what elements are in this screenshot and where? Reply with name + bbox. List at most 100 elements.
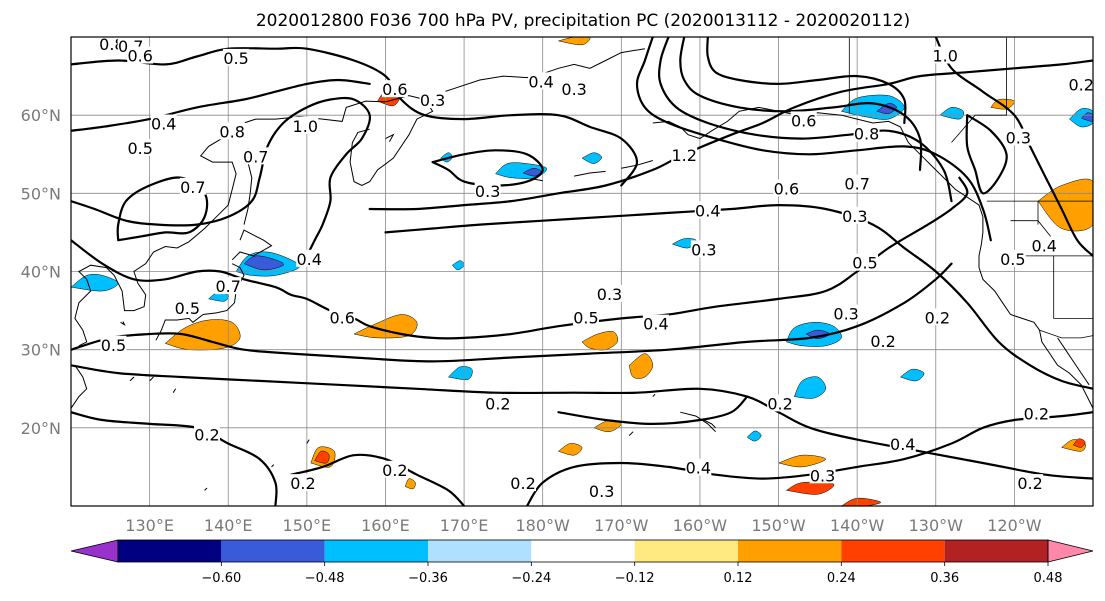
contour-label: 0.5: [1000, 250, 1025, 269]
colorbar-extend-high: [1047, 539, 1094, 563]
map-area: 0.8 0.7 0.6 0.5 0.4 0.5 0.8 1.0 0.7 0.7 0.4 0.7 0.5 0…: [71, 37, 1093, 506]
contour-label-background: [329, 308, 356, 326]
contour-label-background: [833, 304, 860, 322]
contour-label-background: [685, 458, 712, 476]
pv-contour-line: [679, 37, 923, 171]
island-outline: [703, 419, 716, 429]
island-outline: [204, 487, 208, 491]
colorbar-tick-label: −0.12: [615, 571, 655, 586]
contour-label: 0.7: [844, 175, 869, 194]
contour-label: 0.5: [127, 139, 152, 158]
coastline: [432, 48, 645, 97]
island-outline: [149, 376, 154, 382]
longitude-label: 160°W: [673, 516, 728, 535]
contour-label: 0.2: [382, 461, 407, 480]
longitude-label: 160°E: [361, 516, 410, 535]
colorbar-tick-label: −0.24: [511, 571, 551, 586]
contour-label-background: [841, 206, 868, 224]
colorbar-extend-low: [70, 539, 119, 563]
pv-contour-line: [635, 37, 992, 242]
contour-label-background: [289, 474, 316, 492]
precip-fill-region: [558, 37, 591, 46]
pv-contour-line: [71, 96, 371, 257]
colorbar-segment: [634, 540, 738, 562]
pv-contour-line: [706, 37, 907, 125]
contour-label-background: [1068, 75, 1093, 93]
precip-fill-region: [243, 255, 284, 271]
contour-label: 0.4: [296, 250, 321, 269]
pv-contour-line: [557, 395, 749, 425]
contour-label-background: [100, 335, 127, 353]
contour-label-background: [844, 174, 871, 192]
contour-label-background: [572, 308, 599, 326]
precip-fill-region: [793, 376, 826, 399]
island-outline: [271, 464, 275, 468]
contour-label-background: [242, 147, 269, 165]
longitude-label: 140°W: [830, 516, 885, 535]
contour-label: 0.5: [852, 254, 877, 273]
map-frame: [70, 36, 1094, 507]
coastline: [1057, 337, 1090, 386]
contour-label-background: [809, 466, 836, 484]
contour-label-background: [852, 253, 879, 271]
island-outline: [574, 170, 606, 177]
precip-fill-region: [628, 353, 654, 379]
colorbar-segment: [324, 540, 428, 562]
contour-label-background: [924, 308, 951, 326]
contour-label-background: [474, 181, 501, 199]
precip-fill-region: [447, 366, 473, 380]
precip-fill-region: [785, 481, 835, 495]
contour-label-background: [773, 179, 800, 197]
colorbar-segment: [738, 540, 842, 562]
colorbar-tick-label: 0.12: [724, 571, 753, 586]
contour-label: 0.3: [1006, 129, 1031, 148]
precip-fill-region: [314, 450, 330, 464]
colorbar-tick-label: −0.48: [305, 571, 345, 586]
longitude-label: 150°W: [751, 516, 806, 535]
contour-label-background: [870, 331, 897, 349]
contour-label: 0.2: [1068, 75, 1093, 94]
contour-label-background: [889, 435, 916, 453]
contour-label-background: [596, 284, 623, 302]
contour-label-background: [223, 48, 250, 66]
latitude-label: 20°N: [21, 419, 61, 438]
pv-contour-line: [71, 78, 371, 132]
latitude-label: 50°N: [21, 184, 61, 203]
contour-label: 0.3: [833, 304, 858, 323]
contour-label-background: [419, 91, 446, 109]
precip-fill-region: [671, 238, 697, 249]
contour-label: 0.3: [475, 182, 500, 201]
pv-contour-line: [965, 114, 1008, 195]
precip-fill-region: [1072, 438, 1086, 448]
contour-label: 0.7: [243, 147, 268, 166]
political-border: [1010, 220, 1055, 241]
latitude-labels: 20°N 30°N 40°N 50°N 60°N: [21, 106, 61, 438]
contour-label: 0.4: [528, 72, 553, 91]
contour-label: 1.2: [671, 146, 696, 165]
latitude-label: 60°N: [21, 106, 61, 125]
colorbar-segment: [841, 540, 945, 562]
coastline-layer: [71, 37, 1093, 491]
contour-label-background: [381, 80, 408, 98]
precip-fill-region: [841, 497, 881, 506]
political-border: [951, 37, 1007, 143]
pv-contour-line: [368, 59, 1093, 211]
precip-fill-region: [581, 152, 602, 164]
contour-label-background: [1005, 128, 1032, 146]
contour-label: 0.6: [774, 179, 799, 198]
contour-label: 0.5: [175, 299, 200, 318]
precipitation-fill-layer: [71, 37, 1093, 506]
contour-label: 0.4: [643, 315, 668, 334]
contour-label: 0.8: [854, 125, 879, 144]
contour-label: 0.8: [219, 122, 244, 141]
contour-label: 0.4: [890, 435, 915, 454]
contour-label-background: [381, 460, 408, 478]
gridline-layer: [71, 37, 1093, 506]
contour-label: 0.3: [561, 80, 586, 99]
pv-contour-line: [290, 453, 466, 506]
contour-label-background: [215, 277, 242, 295]
contour-label-background: [296, 249, 323, 267]
colorbar: −0.60 −0.48 −0.36 −0.24 −0.12 0.12 0.24 0.36 0.4…: [70, 539, 1094, 586]
colorbar-segment: [531, 540, 635, 562]
island-outline: [385, 133, 395, 142]
